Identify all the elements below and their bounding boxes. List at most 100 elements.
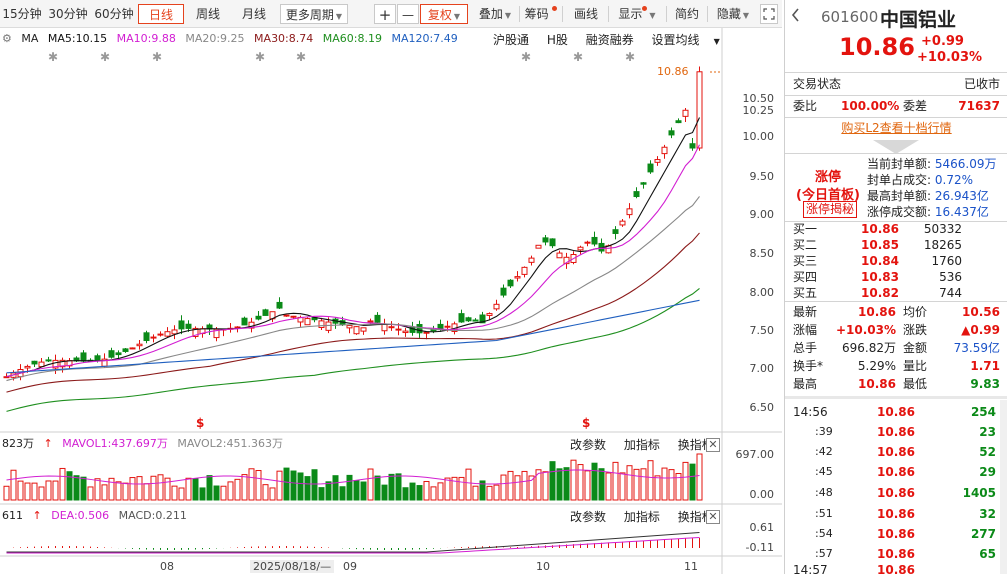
bid-price: 10.84 [861, 254, 899, 268]
volume-bar [486, 485, 493, 501]
change-params-button[interactable]: 改参数 [570, 438, 607, 452]
zoom-in-button[interactable]: + [374, 4, 396, 24]
switch-indicator-button[interactable]: 换指标 [677, 510, 714, 524]
event-star-icon[interactable]: ✱ [521, 50, 532, 64]
connect-button[interactable]: 沪股通 [493, 33, 530, 47]
event-star-icon[interactable]: ✱ [573, 50, 584, 64]
tick-scrollbar[interactable] [1000, 400, 1007, 574]
add-indicator-button[interactable]: 加指标 [623, 510, 660, 524]
period-30min[interactable]: 30分钟 [48, 7, 88, 21]
event-star-icon[interactable]: ✱ [48, 50, 59, 64]
candle-body [283, 314, 290, 317]
buy-l2-link[interactable]: 购买L2查看十档行情 [841, 121, 952, 135]
period-60min[interactable]: 60分钟 [94, 7, 134, 21]
candle-body [668, 130, 675, 136]
limit-up-stat-value: 5466.09万 [934, 157, 997, 171]
volume-bar [38, 486, 45, 501]
candle-body [45, 359, 52, 362]
candle-body [640, 182, 647, 185]
collapse-icon[interactable] [791, 7, 801, 23]
volume-bar [332, 475, 339, 501]
bid-row[interactable]: 买二 10.85 18265 [785, 237, 1007, 253]
event-star-icon[interactable]: ✱ [625, 50, 636, 64]
kline-chart[interactable]: ⚙ MA MA5:10.15 MA10:9.88 MA20:9.25 MA30:… [0, 28, 782, 574]
chips-button[interactable]: 筹码 [522, 4, 560, 24]
tick-volume: 1405 [962, 486, 996, 500]
stat-row: 最新 10.86 均价 10.56 [785, 302, 1007, 322]
limit-up-stat-label: 最高封单额: [867, 189, 932, 203]
draw-line-button[interactable]: 画线 [573, 7, 598, 21]
tick-volume: 29 [979, 465, 996, 479]
volume-axis-label: 697.00 [735, 448, 775, 461]
adjust-label: 复权 [427, 8, 452, 22]
add-indicator-button[interactable]: 加指标 [623, 438, 660, 452]
candle-body [24, 365, 31, 369]
bid-price: 10.83 [861, 270, 899, 284]
stat-label: 量比 [903, 359, 928, 373]
mavol1-line [6, 469, 700, 485]
volume-bar [682, 461, 689, 501]
event-star-icon[interactable]: ✱ [255, 50, 266, 64]
stat-label: 最高 [793, 377, 818, 391]
volume-bar [493, 484, 500, 501]
volume-bar [381, 484, 388, 501]
candle-body [262, 309, 269, 316]
candle-body [164, 331, 171, 337]
period-weekly[interactable]: 周线 [195, 7, 220, 21]
divider [707, 6, 708, 22]
close-icon[interactable]: ✕ [706, 510, 720, 524]
volume-legend: 823万 ↑ MAVOL1:437.697万 MAVOL2:451.363万 [2, 436, 289, 452]
fullscreen-icon[interactable] [760, 4, 778, 24]
dif-line [6, 532, 700, 553]
overlay-dropdown[interactable]: 叠加 ▼ [472, 4, 518, 24]
volume-bar [689, 463, 696, 501]
bid-row[interactable]: 买一 10.86 50332 [785, 221, 1007, 237]
candle-body [143, 332, 150, 342]
notification-dot [552, 6, 558, 11]
settings-icon[interactable]: ⚙ [2, 32, 12, 45]
period-daily[interactable]: 日线 [138, 4, 184, 24]
event-star-icon[interactable]: ✱ [296, 50, 307, 64]
volume-bar [101, 484, 108, 501]
volume-bar [514, 475, 521, 501]
tick-price: 10.86 [877, 486, 915, 500]
bid-row[interactable]: 买三 10.84 1760 [785, 253, 1007, 269]
change-params-button[interactable]: 改参数 [570, 510, 607, 524]
event-star-icon[interactable]: ✱ [152, 50, 163, 64]
stat-value: ▲0.99 [961, 323, 1000, 337]
volume-bar [290, 470, 297, 501]
switch-indicator-button[interactable]: 换指标 [677, 438, 714, 452]
volume-bar [297, 472, 304, 501]
h-share-button[interactable]: H股 [546, 33, 568, 47]
expand-icon[interactable] [873, 140, 919, 154]
ma10-value: MA10:9.88 [116, 32, 176, 45]
hide-dropdown[interactable]: 隐藏 ▼ [710, 4, 756, 24]
bid-row[interactable]: 买五 10.82 744 [785, 285, 1007, 301]
candle-body [150, 336, 157, 339]
period-monthly[interactable]: 月线 [241, 7, 266, 21]
more-periods-dropdown[interactable]: 更多周期 ▼ [280, 4, 348, 24]
volume-bar [696, 453, 703, 501]
volume-bar [262, 484, 269, 501]
signal-mark[interactable]: $ [196, 416, 205, 430]
candle-body [108, 350, 115, 358]
simple-mode-button[interactable]: 简约 [674, 7, 699, 21]
close-icon[interactable]: ✕ [706, 438, 720, 452]
stock-change: +0.99 [921, 34, 964, 49]
limit-up-reveal-button[interactable]: 涨停揭秘 [803, 201, 858, 218]
bid-row[interactable]: 买四 10.83 536 [785, 269, 1007, 285]
event-star-icon[interactable]: ✱ [100, 50, 111, 64]
limit-up-stat-row: 涨停成交额: 16.437亿 [867, 204, 997, 220]
period-15min[interactable]: 15分钟 [2, 7, 42, 21]
adjust-dropdown[interactable]: 复权 ▼ [420, 4, 468, 24]
stat-label: 金额 [903, 341, 928, 355]
display-dropdown[interactable]: 显示 ▼ [611, 4, 663, 24]
candle-body [577, 246, 584, 251]
candle-body [528, 257, 535, 263]
signal-mark[interactable]: $ [582, 416, 591, 430]
stat-value: 696.82万 [842, 341, 896, 355]
set-ma-button[interactable]: 设置均线 ▼ [652, 33, 734, 47]
margin-button[interactable]: 融资融券 [585, 33, 634, 47]
zoom-out-button[interactable]: — [397, 4, 419, 24]
stat-label: 总手 [793, 341, 818, 355]
